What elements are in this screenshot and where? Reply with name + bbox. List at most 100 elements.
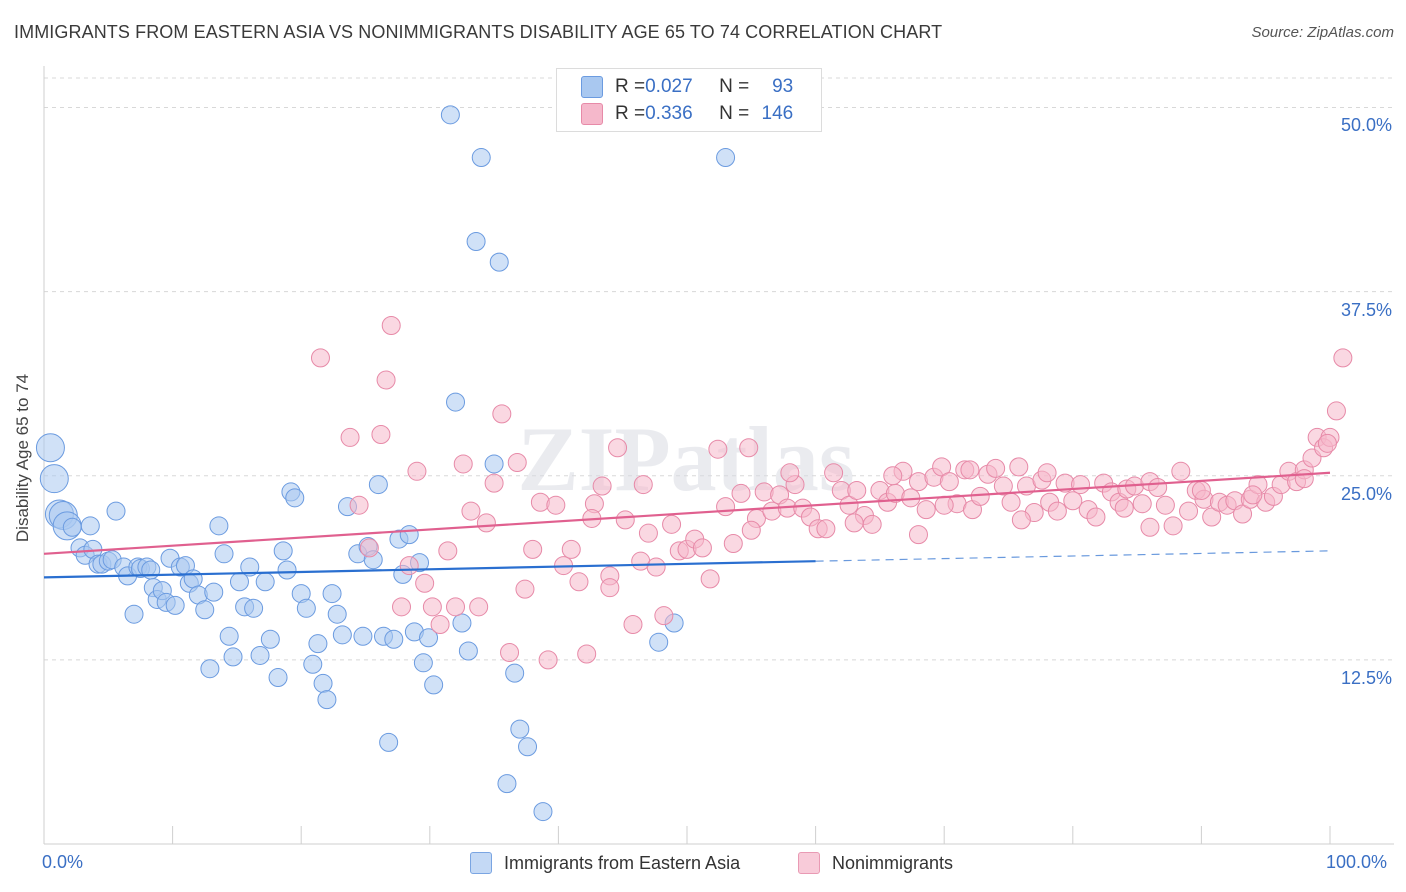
point-nonimmigrants — [476, 513, 496, 533]
point-nonimmigrants — [1333, 348, 1353, 368]
point-nonimmigrants — [446, 597, 466, 617]
point-nonimmigrants — [862, 514, 882, 534]
point-immigrants — [317, 690, 337, 710]
point-nonimmigrants — [538, 650, 558, 670]
point-nonimmigrants — [484, 473, 504, 493]
point-immigrants — [716, 148, 736, 168]
point-nonimmigrants — [986, 458, 1006, 478]
point-nonimmigrants — [960, 460, 980, 480]
point-immigrants — [368, 475, 388, 495]
x-tick-label-max: 100.0% — [1326, 852, 1388, 872]
legend-swatch-blue — [470, 852, 492, 874]
point-nonimmigrants — [1179, 501, 1199, 521]
point-nonimmigrants — [1047, 501, 1067, 521]
point-nonimmigrants — [310, 348, 330, 368]
point-immigrants — [505, 663, 525, 683]
legend-r-value: 0.027 — [645, 76, 693, 97]
point-immigrants — [240, 557, 260, 577]
point-nonimmigrants — [780, 463, 800, 483]
point-immigrants — [440, 105, 460, 125]
point-immigrants — [497, 774, 517, 794]
point-nonimmigrants — [1086, 507, 1106, 527]
point-immigrants — [484, 454, 504, 474]
point-nonimmigrants — [934, 495, 954, 515]
legend-r-label: R = — [615, 76, 646, 97]
point-immigrants — [204, 582, 224, 602]
point-nonimmigrants — [623, 615, 643, 635]
point-immigrants — [308, 634, 328, 654]
trend-line-immigrants — [43, 560, 816, 579]
point-immigrants — [533, 802, 553, 822]
point-immigrants — [332, 625, 352, 645]
point-immigrants — [80, 516, 100, 536]
legend-item-nonimmigrants: Nonimmigrants — [798, 852, 953, 874]
point-immigrants — [649, 632, 669, 652]
point-nonimmigrants — [816, 519, 836, 539]
point-immigrants — [195, 600, 215, 620]
point-nonimmigrants — [754, 482, 774, 502]
point-nonimmigrants — [376, 370, 396, 390]
point-nonimmigrants — [600, 578, 620, 598]
point-nonimmigrants — [1171, 461, 1191, 481]
point-nonimmigrants — [1037, 463, 1057, 483]
point-nonimmigrants — [438, 541, 458, 561]
point-nonimmigrants — [615, 510, 635, 530]
point-nonimmigrants — [932, 457, 952, 477]
point-immigrants — [327, 604, 347, 624]
point-nonimmigrants — [515, 579, 535, 599]
point-immigrants — [518, 737, 538, 757]
point-nonimmigrants — [1132, 494, 1152, 514]
x-tick-label-min: 0.0% — [42, 852, 84, 872]
chart-title: IMMIGRANTS FROM EASTERN ASIA VS NONIMMIG… — [14, 22, 943, 42]
watermark: ZIPatlas — [517, 408, 854, 510]
point-nonimmigrants — [371, 424, 391, 444]
point-nonimmigrants — [1009, 457, 1029, 477]
legend-r-label: R = — [615, 103, 646, 124]
point-immigrants — [260, 629, 280, 649]
point-nonimmigrants — [407, 461, 427, 481]
point-nonimmigrants — [1148, 478, 1168, 498]
point-nonimmigrants — [1233, 504, 1253, 524]
point-nonimmigrants — [415, 573, 435, 593]
point-immigrants — [165, 595, 185, 615]
point-nonimmigrants — [530, 492, 550, 512]
point-nonimmigrants — [461, 501, 481, 521]
point-immigrants — [458, 641, 478, 661]
legend-n-value: 93 — [772, 76, 794, 97]
point-nonimmigrants — [561, 539, 581, 559]
y-tick-label: 25.0% — [1340, 483, 1392, 504]
y-tick-label: 12.5% — [1340, 667, 1392, 688]
axes — [43, 66, 1394, 845]
point-nonimmigrants — [1202, 507, 1222, 527]
point-immigrants — [322, 584, 342, 604]
point-nonimmigrants — [908, 525, 928, 545]
point-immigrants — [62, 517, 82, 537]
point-nonimmigrants — [500, 643, 520, 662]
legend-item-immigrants: Immigrants from Eastern Asia — [470, 852, 740, 874]
point-immigrants — [510, 719, 530, 739]
point-nonimmigrants — [700, 569, 720, 589]
series-immigrants-points — [35, 105, 736, 822]
point-immigrants — [303, 654, 323, 674]
point-nonimmigrants — [633, 475, 653, 495]
point-immigrants — [419, 628, 439, 648]
point-nonimmigrants — [340, 427, 360, 447]
point-nonimmigrants — [638, 523, 658, 543]
point-immigrants — [214, 544, 234, 564]
point-nonimmigrants — [492, 404, 512, 424]
point-nonimmigrants — [1011, 510, 1031, 530]
point-immigrants — [489, 252, 509, 272]
point-nonimmigrants — [1294, 469, 1314, 489]
point-nonimmigrants — [453, 454, 473, 474]
point-immigrants — [471, 148, 491, 168]
point-nonimmigrants — [844, 513, 864, 533]
point-nonimmigrants — [430, 615, 450, 635]
correlation-legend: R = 0.027 N = 93 R = 0.336 N = 146 — [556, 68, 822, 132]
source-credit: Source: ZipAtlas.com — [1251, 24, 1394, 41]
y-tick-label: 50.0% — [1340, 115, 1392, 136]
point-nonimmigrants — [662, 514, 682, 534]
legend-swatch-pink — [581, 103, 603, 125]
point-nonimmigrants — [716, 497, 736, 517]
point-nonimmigrants — [692, 538, 712, 558]
legend-label-nonimmigrants: Nonimmigrants — [832, 852, 954, 873]
